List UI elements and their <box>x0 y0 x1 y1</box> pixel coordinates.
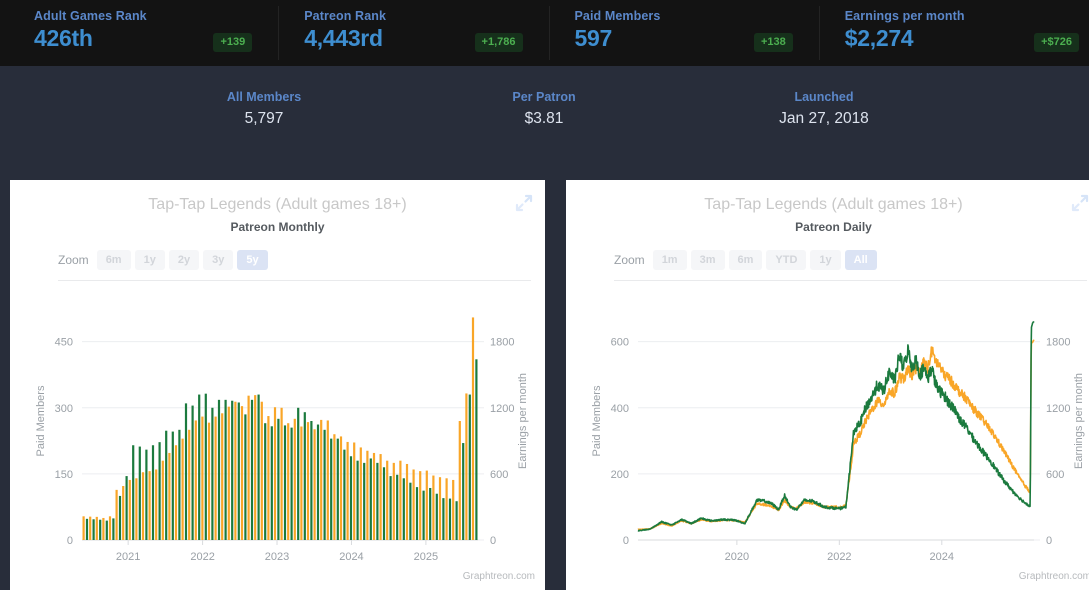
svg-text:Earnings per month: Earnings per month <box>517 373 529 469</box>
zoom-button-5y[interactable]: 5y <box>237 250 268 270</box>
chart-panel-daily: Tap-Tap Legends (Adult games 18+) Patreo… <box>566 180 1089 590</box>
expand-arrows-icon[interactable] <box>513 192 535 214</box>
stat-card-paid-members: Paid Members 597 +138 <box>548 0 819 66</box>
svg-text:2022: 2022 <box>190 551 214 563</box>
svg-text:2024: 2024 <box>339 551 363 563</box>
svg-text:2021: 2021 <box>116 551 140 563</box>
svg-text:600: 600 <box>611 337 629 349</box>
chart-title: Tap-Tap Legends (Adult games 18+) <box>704 196 963 213</box>
svg-text:200: 200 <box>611 469 629 481</box>
stat-label: Launched <box>794 90 854 104</box>
chart-panel-monthly: Tap-Tap Legends (Adult games 18+) Patreo… <box>10 180 545 590</box>
zoom-button-1y[interactable]: 1y <box>810 250 841 270</box>
stat-label: Per Patron <box>512 90 576 104</box>
svg-text:0: 0 <box>67 535 73 547</box>
chart-title: Tap-Tap Legends (Adult games 18+) <box>148 196 407 213</box>
stat-label: Patreon Rank <box>304 9 387 23</box>
stat-value: 426th <box>34 25 93 51</box>
svg-text:300: 300 <box>55 403 73 415</box>
chart-credit: Graphtreon.com <box>462 571 535 582</box>
stat-card-patreon-rank: Patreon Rank 4,443rd +1,786 <box>278 0 548 66</box>
monthly-bar-plot: 0 150 300 450 0 600 1200 1800 2021 2022 2023 2024 20… <box>10 288 545 590</box>
svg-text:600: 600 <box>1046 469 1064 481</box>
stat-card-earnings-per-month: Earnings per month $2,274 +$726 <box>818 0 1089 66</box>
secondary-stats-bar: All Members 5,797 Per Patron $3.81 Launc… <box>0 66 1089 166</box>
svg-text:1200: 1200 <box>1046 403 1070 415</box>
zoom-button-3m[interactable]: 3m <box>690 250 725 270</box>
svg-text:Paid Members: Paid Members <box>35 385 47 456</box>
svg-text:2020: 2020 <box>725 551 749 563</box>
stat-label: All Members <box>226 90 302 104</box>
svg-text:1800: 1800 <box>490 337 514 349</box>
expand-arrows-icon[interactable] <box>1069 192 1089 214</box>
zoom-button-all[interactable]: All <box>844 250 877 270</box>
stat-label: Earnings per month <box>844 9 965 23</box>
svg-text:2022: 2022 <box>827 551 851 563</box>
svg-text:2025: 2025 <box>414 551 438 563</box>
stat-card-per-patron: Per Patron $3.81 <box>404 90 684 128</box>
daily-line-plot: 0 200 400 600 0 600 1200 1800 2020 2022 2024 Paid M… <box>566 288 1089 590</box>
zoom-button-6m[interactable]: 6m <box>96 250 131 270</box>
zoom-label: Zoom <box>614 253 645 267</box>
zoom-button-1y[interactable]: 1y <box>134 250 165 270</box>
zoom-button-2y[interactable]: 2y <box>168 250 200 270</box>
zoom-button-3y[interactable]: 3y <box>203 250 234 270</box>
svg-text:2024: 2024 <box>930 551 954 563</box>
stat-change-badge: +1,786 <box>474 33 523 53</box>
svg-text:2023: 2023 <box>265 551 289 563</box>
zoom-button-1m[interactable]: 1m <box>652 250 687 270</box>
chart-subtitle: Patreon Monthly <box>230 220 325 234</box>
svg-text:0: 0 <box>1046 535 1052 547</box>
stat-label: Adult Games Rank <box>34 9 147 23</box>
zoom-button-ytd[interactable]: YTD <box>766 250 807 270</box>
svg-text:1200: 1200 <box>490 403 514 415</box>
stat-value: $3.81 <box>524 110 564 127</box>
stat-value: $2,274 <box>844 25 914 51</box>
zoom-divider <box>614 280 1087 281</box>
chart-credit: Graphtreon.com <box>1018 571 1089 582</box>
chart-subtitle: Patreon Daily <box>795 220 872 234</box>
stat-change-badge: +139 <box>213 33 253 53</box>
top-stats-bar: Adult Games Rank 426th +139 Patreon Rank… <box>0 0 1089 66</box>
zoom-range-selector-daily[interactable]: Zoom 1m 3m 6m YTD 1y All <box>614 250 1089 270</box>
stat-value: 597 <box>574 25 613 51</box>
stat-change-badge: +$726 <box>1034 33 1079 53</box>
stat-change-badge: +138 <box>753 33 793 53</box>
svg-text:0: 0 <box>490 535 496 547</box>
svg-text:0: 0 <box>623 535 629 547</box>
stat-card-adult-games-rank: Adult Games Rank 426th +139 <box>8 0 278 66</box>
zoom-range-selector-monthly[interactable]: Zoom 6m 1y 2y 3y 5y <box>58 250 545 270</box>
stat-card-launched: Launched Jan 27, 2018 <box>684 90 964 128</box>
stat-label: Paid Members <box>574 9 661 23</box>
svg-text:Earnings per month: Earnings per month <box>1073 373 1085 469</box>
zoom-button-6m[interactable]: 6m <box>728 250 763 270</box>
svg-text:450: 450 <box>55 337 73 349</box>
stat-value: 5,797 <box>244 110 284 127</box>
svg-text:400: 400 <box>611 403 629 415</box>
svg-text:Paid Members: Paid Members <box>591 385 603 456</box>
zoom-divider <box>58 280 531 281</box>
svg-text:600: 600 <box>490 469 508 481</box>
stat-card-all-members: All Members 5,797 <box>124 90 404 128</box>
stat-value: 4,443rd <box>304 25 383 51</box>
stat-value: Jan 27, 2018 <box>779 110 869 127</box>
svg-text:1800: 1800 <box>1046 337 1070 349</box>
svg-text:150: 150 <box>55 469 73 481</box>
zoom-label: Zoom <box>58 253 89 267</box>
